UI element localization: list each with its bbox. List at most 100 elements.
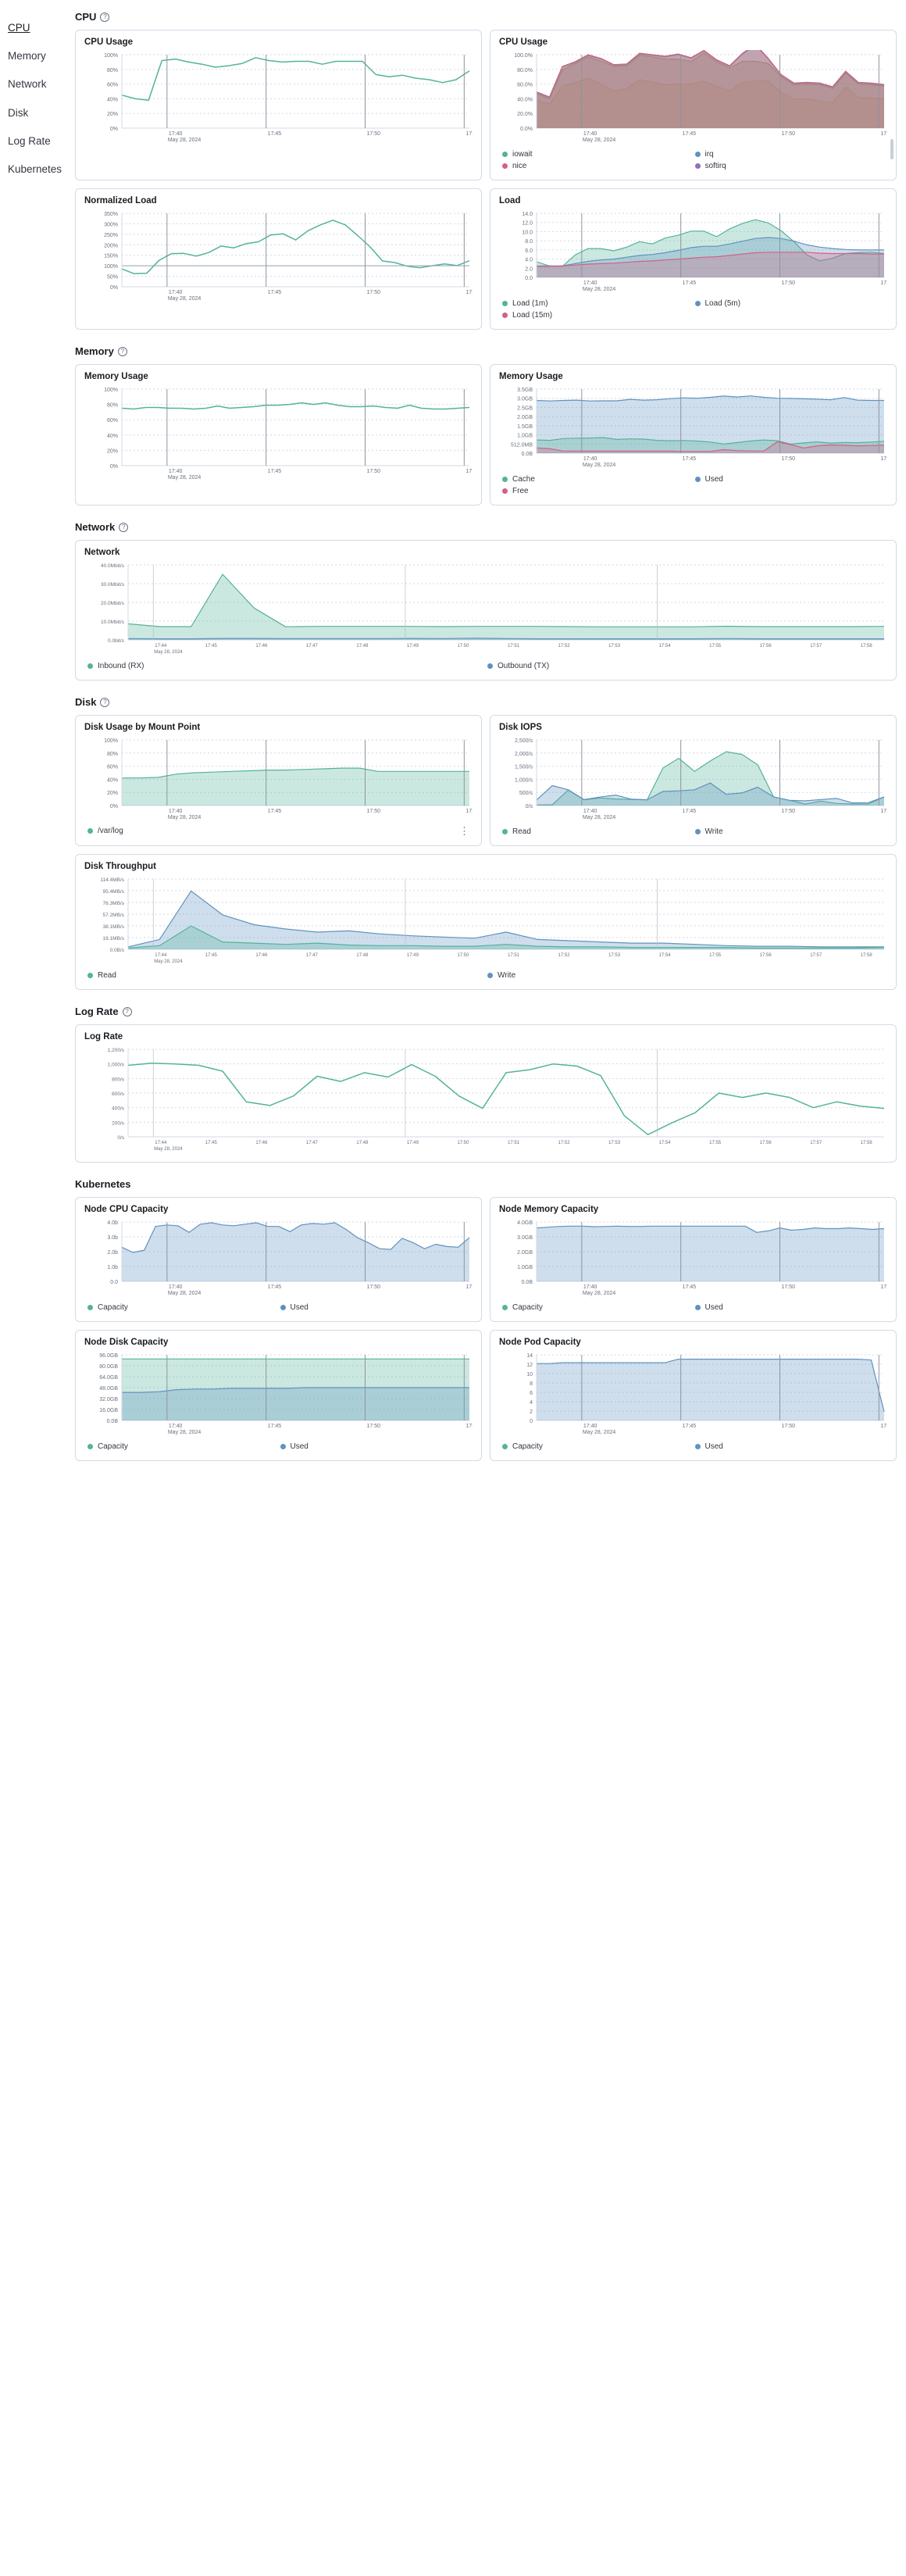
sidebar-item-log-rate[interactable]: Log Rate xyxy=(8,134,51,147)
help-icon[interactable]: ? xyxy=(100,12,110,22)
chart-node-pod-capacity[interactable]: 0 2 4 6 8 10 12 14 17:40 17:45 17:50 17:55 May 28, 2… xyxy=(499,1350,887,1438)
chart-memory-usage-area[interactable]: 0.0B 512.0MB 1.0GB 1.5GB 2.0GB 2.5GB 3.0GB 3.5G… xyxy=(499,384,887,470)
series-line xyxy=(127,573,885,627)
legend-item[interactable]: Used xyxy=(280,1441,473,1452)
svg-text:50%: 50% xyxy=(107,275,118,280)
x-tick-label: 17:45 xyxy=(205,953,218,958)
series-line xyxy=(127,638,884,640)
legend-item[interactable]: irq xyxy=(694,148,888,160)
x-tick-label: 17:45 xyxy=(683,280,697,286)
legend-item[interactable]: Load (1m) xyxy=(502,298,695,309)
x-tick-label: 17:50 xyxy=(457,953,469,958)
help-icon[interactable]: ? xyxy=(119,522,129,532)
legend-item[interactable]: Capacity xyxy=(502,1302,695,1313)
sidebar-item-disk[interactable]: Disk xyxy=(8,106,29,119)
legend-item[interactable]: Load (15m) xyxy=(502,309,695,321)
chart-svg: 0/s 500/s 1,000/s 1,500/s 2,000/s 2,500/s 17:4… xyxy=(515,738,887,820)
x-tick-label: 17:55 xyxy=(880,809,887,814)
chart-node-memory-capacity[interactable]: 0.0B 1.0GB 2.0GB 3.0GB 4.0GB 17:40 17:45 17:50 1… xyxy=(499,1217,887,1299)
series-line xyxy=(536,751,885,806)
svg-text:14.0: 14.0 xyxy=(522,212,533,217)
chart-node-cpu-capacity[interactable]: 0.0 1.0b 2.0b 3.0b 4.0b 17:40 17:45 17:50 17:55 M… xyxy=(84,1217,473,1299)
legend-node-disk-capacity: Capacity Used xyxy=(84,1441,473,1452)
card-title: Disk Throughput xyxy=(84,862,156,871)
sidebar-item-memory[interactable]: Memory xyxy=(8,50,46,63)
legend-color-dot xyxy=(87,663,93,669)
chart-node-disk-capacity[interactable]: 0.0B 16.0GB 32.0GB 48.0GB 64.0GB 80.0GB 96.0GB… xyxy=(84,1350,473,1438)
chart-cpu-usage-line[interactable]: 0% 20% 40% 60% 80% 100% 17:40 17:45 17:50 17:55 Ma… xyxy=(84,50,473,145)
svg-text:20%: 20% xyxy=(107,791,118,796)
chart-scrollbar[interactable] xyxy=(890,139,894,159)
mount-point-legend[interactable]: /var/log xyxy=(87,827,123,835)
series-area xyxy=(537,441,884,453)
chart-disk-usage-mount[interactable]: 0% 20% 40% 60% 80% 100% 17:40 17:45 17:50 17:55 Ma… xyxy=(84,735,473,823)
series-area xyxy=(537,50,884,128)
legend-item[interactable]: Load (5m) xyxy=(694,298,888,309)
legend-item[interactable]: Used xyxy=(694,1441,888,1452)
legend-item[interactable]: Capacity xyxy=(87,1441,280,1452)
legend-item[interactable]: Used xyxy=(280,1302,473,1313)
legend-disk-iops: Read Write xyxy=(499,826,887,838)
legend-item[interactable]: Write xyxy=(487,970,887,981)
x-tick-label: 17:55 xyxy=(465,1424,473,1429)
legend-item[interactable]: Write xyxy=(694,826,888,838)
section-title-network: Network xyxy=(75,521,116,533)
chart-normalized-load[interactable]: 0% 50% 100% 150% 200% 250% 300% 350% 17:40 17:45 1… xyxy=(84,209,473,304)
sidebar-item-network[interactable]: Network xyxy=(8,78,47,91)
chart-memory-usage-line[interactable]: 0% 20% 40% 60% 80% 100% 17:40 17:45 17:50 17:55 Ma… xyxy=(84,384,473,483)
legend-item[interactable]: Used xyxy=(694,1302,888,1313)
svg-text:40.0%: 40.0% xyxy=(517,97,533,102)
svg-text:20.0Mbit/s: 20.0Mbit/s xyxy=(101,601,125,606)
svg-text:30.0Mbit/s: 30.0Mbit/s xyxy=(101,582,125,588)
legend-item[interactable]: Read xyxy=(87,970,487,981)
svg-text:40.0Mbit/s: 40.0Mbit/s xyxy=(101,563,125,569)
x-tick-label: 17:52 xyxy=(558,953,571,958)
chart-load[interactable]: 0.0 2.0 4.0 6.0 8.0 10.0 12.0 14.0 17:40 17:45 17:… xyxy=(499,209,887,295)
chart-date-label: May 28, 2024 xyxy=(583,1430,616,1435)
chart-disk-iops[interactable]: 0/s 500/s 1,000/s 1,500/s 2,000/s 2,500/s 17:4… xyxy=(499,735,887,823)
svg-text:100%: 100% xyxy=(104,53,118,59)
chart-network[interactable]: 0.0bit/s 10.0Mbit/s 20.0Mbit/s 30.0Mbit/s 40… xyxy=(84,560,887,657)
legend-item[interactable]: Used xyxy=(694,473,888,485)
svg-text:2.0GB: 2.0GB xyxy=(517,1250,533,1256)
legend-item[interactable]: Capacity xyxy=(502,1441,695,1452)
series-line xyxy=(536,441,885,452)
legend-item[interactable]: iowait xyxy=(502,148,695,160)
chart-cpu-usage-stacked[interactable]: 0.0% 20.0% 40.0% 60.0% 80.0% 100.0% 17:40 17:45… xyxy=(499,50,887,145)
series-line xyxy=(536,77,885,105)
help-icon[interactable]: ? xyxy=(122,1006,132,1016)
help-icon[interactable]: ? xyxy=(100,697,110,707)
chart-date-label: May 28, 2024 xyxy=(583,463,616,468)
svg-text:100.0%: 100.0% xyxy=(514,53,533,59)
legend-item[interactable]: Capacity xyxy=(87,1302,280,1313)
legend-item[interactable]: softirq xyxy=(694,160,888,172)
svg-text:400/s: 400/s xyxy=(112,1106,125,1112)
chart-log-rate[interactable]: 0/s 200/s 400/s 600/s 800/s 1,000/s 1,200/s 17:… xyxy=(84,1045,887,1154)
legend-color-dot xyxy=(502,301,508,306)
sidebar-item-cpu[interactable]: CPU xyxy=(8,22,30,34)
series-line xyxy=(536,219,885,267)
more-options-icon[interactable]: ⋮ xyxy=(459,825,469,837)
series-area xyxy=(128,891,884,949)
svg-text:95.4MB/s: 95.4MB/s xyxy=(103,889,125,895)
x-tick-label: 17:55 xyxy=(465,469,473,474)
svg-text:512.0MB: 512.0MB xyxy=(511,442,533,448)
legend-item[interactable]: Read xyxy=(502,826,695,838)
legend-item[interactable]: Free xyxy=(502,485,695,497)
sidebar-item-kubernetes[interactable]: Kubernetes xyxy=(8,163,62,175)
x-tick-label: 17:44 xyxy=(155,1141,167,1145)
section-header-log-rate: Log Rate ? xyxy=(75,1002,897,1017)
legend-item[interactable]: Inbound (RX) xyxy=(87,660,487,672)
card-title: Load xyxy=(499,196,521,205)
legend-item[interactable]: Cache xyxy=(502,473,695,485)
x-tick-label: 17:51 xyxy=(508,644,520,648)
svg-text:64.0GB: 64.0GB xyxy=(99,1375,118,1381)
svg-text:0.0%: 0.0% xyxy=(520,127,533,132)
x-tick-label: 17:45 xyxy=(683,1284,697,1290)
chart-disk-throughput[interactable]: 0.0B/s 19.1MB/s 38.1MB/s 57.2MB/s 76.3MB/s 95… xyxy=(84,874,887,966)
legend-item[interactable]: Outbound (TX) xyxy=(487,660,887,672)
legend-item[interactable]: nice xyxy=(502,160,695,172)
series-area xyxy=(537,783,884,806)
help-icon[interactable]: ? xyxy=(117,346,127,356)
x-tick-label: 17:40 xyxy=(583,280,597,286)
